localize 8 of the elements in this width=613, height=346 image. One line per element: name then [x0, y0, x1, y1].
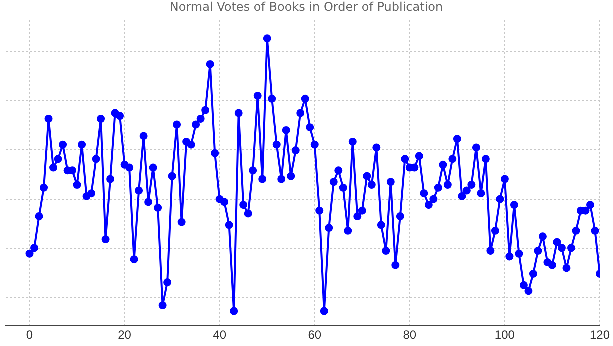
x-tick-label: 40: [213, 328, 227, 342]
x-tick-label: 80: [403, 328, 417, 342]
x-tick-label: 60: [308, 328, 322, 342]
chart-title: Normal Votes of Books in Order of Publication: [168, 0, 444, 14]
x-tick-label: 0: [26, 328, 34, 342]
x-tick-label: 20: [118, 328, 132, 342]
x-tick-label: 100: [494, 328, 516, 342]
x-tick-label: 120: [590, 328, 610, 342]
